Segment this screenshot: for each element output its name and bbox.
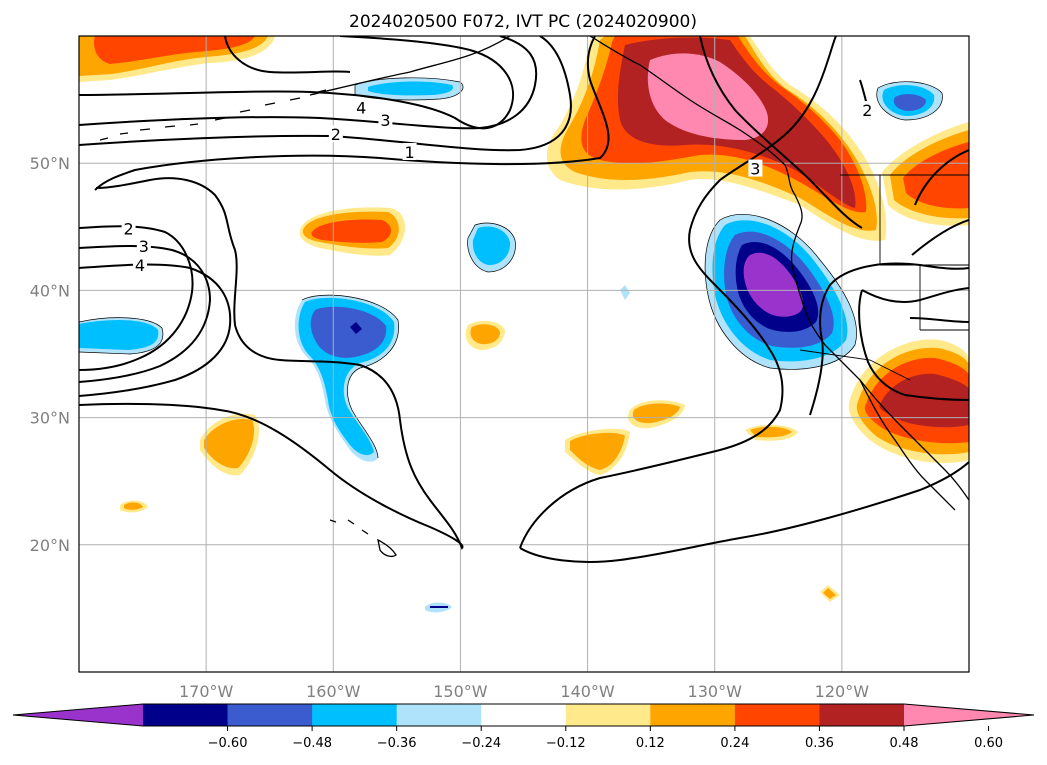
colorbar-extend-high <box>904 704 1034 726</box>
lon-tick-label: 140°W <box>560 682 615 701</box>
negative-anomaly-small-i <box>425 602 452 613</box>
contour-label-bg <box>748 159 763 177</box>
positive-anomaly-pnw <box>546 36 887 241</box>
positive-anomaly-baja <box>848 339 969 464</box>
contour-label-bg <box>136 237 151 255</box>
negative-anomaly-small-h <box>620 285 630 300</box>
grid-lines <box>79 36 969 672</box>
colorbar-box <box>481 704 567 726</box>
contour-label-bg <box>121 219 136 237</box>
positive-anomaly-small-b <box>628 400 685 429</box>
map-frame <box>78 35 970 673</box>
colorbar-box <box>819 704 905 726</box>
lon-tick-label: 120°W <box>815 682 870 701</box>
figure-title: 2024020500 F072, IVT PC (2024020900) <box>349 12 697 32</box>
contour-label: 2 <box>331 125 341 144</box>
lat-tick-label: 30°N <box>30 409 70 428</box>
colorbar-box <box>734 704 820 726</box>
colorbar-box <box>396 704 482 726</box>
colorbar-box <box>227 704 313 726</box>
lat-tick-label: 20°N <box>30 536 70 555</box>
colorbar-extend-low <box>13 704 143 726</box>
contour-label: 1 <box>404 143 414 162</box>
colorbar-tick-label: 0.24 <box>720 736 749 751</box>
colorbar: −0.60 −0.48 −0.36 −0.24 −0.12 0.12 0.24 0.36 0.4… <box>12 703 1035 751</box>
negative-anomaly-mid <box>467 223 516 272</box>
colorbar-box <box>650 704 736 726</box>
colorbar-tick-label: −0.12 <box>546 736 586 751</box>
lat-tick-label: 50°N <box>30 154 70 173</box>
contour-label: 3 <box>380 111 390 130</box>
contour-label: 2 <box>862 101 872 120</box>
lon-tick-label: 150°W <box>433 682 488 701</box>
positive-anomaly-small-g <box>820 585 840 602</box>
contour-label-bg <box>354 98 369 116</box>
colorbar-tick-label: −0.36 <box>377 736 417 751</box>
colorbar-outline <box>12 703 1035 727</box>
colorbar-tick-label: −0.60 <box>208 736 248 751</box>
negative-anomaly-aleutians <box>355 77 464 100</box>
longitude-labels: 170°W 160°W 150°W 140°W 130°W 120°W <box>179 682 869 701</box>
colorbar-box <box>312 704 398 726</box>
contour-label: 3 <box>139 237 149 256</box>
contour-label-bg <box>133 256 148 274</box>
colorbar-tick-label: −0.48 <box>292 736 332 751</box>
contour-label: 2 <box>123 219 133 238</box>
colorbar-tick-label: 0.36 <box>805 736 834 751</box>
positive-anomaly-nw-corner <box>79 36 275 82</box>
colorbar-tick-label: 0.12 <box>636 736 665 751</box>
contour-label: 4 <box>135 256 145 275</box>
lon-tick-label: 130°W <box>688 682 743 701</box>
lon-tick-label: 170°W <box>179 682 234 701</box>
colorbar-tick-label: 0.60 <box>974 736 1003 751</box>
lon-tick-label: 160°W <box>306 682 361 701</box>
negative-anomaly-west-edge <box>79 317 163 354</box>
contour-label-bg <box>860 101 875 119</box>
colorbar-box <box>143 704 229 726</box>
latitude-labels: 50°N 40°N 30°N 20°N <box>30 154 70 555</box>
ivt-contours <box>79 36 969 563</box>
contour-label: 4 <box>356 99 366 118</box>
negative-anomaly-central <box>294 295 399 462</box>
positive-anomaly-small-a <box>465 320 505 350</box>
lat-tick-label: 40°N <box>30 281 70 300</box>
positive-anomaly-midpacific <box>299 207 405 256</box>
contour-label: 3 <box>750 160 760 179</box>
positive-anomaly-small-f <box>120 500 148 513</box>
contour-label-bg <box>378 111 393 129</box>
positive-anomaly-small-c <box>565 428 630 475</box>
colorbar-tick-label: 0.48 <box>890 736 919 751</box>
colorbar-box <box>565 704 651 726</box>
positive-anomaly-small-d <box>745 424 798 441</box>
positive-anomaly-small-e <box>200 413 260 476</box>
colorbar-tick-label: −0.24 <box>461 736 501 751</box>
coastlines <box>99 36 969 557</box>
contour-label-bg <box>402 143 417 161</box>
contour-label-bg <box>328 125 343 143</box>
negative-anomaly-canada <box>876 81 943 120</box>
